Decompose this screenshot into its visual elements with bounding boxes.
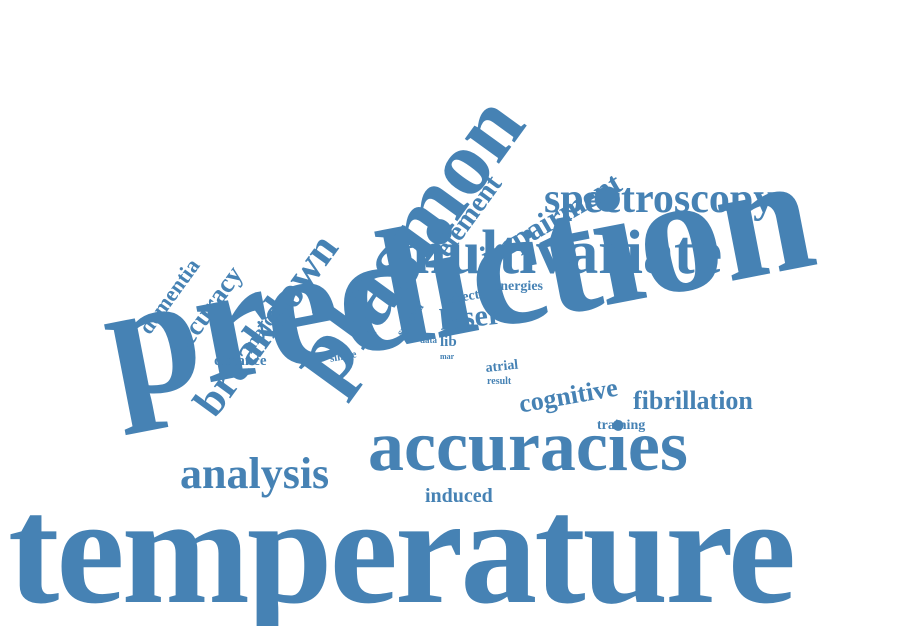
word-temperature: temperature: [8, 466, 796, 626]
word-training: training: [597, 418, 646, 433]
word-energies: energies: [494, 279, 543, 294]
word-atrial: atrial: [484, 357, 519, 376]
word-analysis: analysis: [180, 449, 330, 498]
word-multivariate: multivariate: [395, 219, 723, 287]
word-accuracies: accuracies: [368, 406, 688, 486]
word-mar: mar: [440, 352, 455, 361]
word-result: result: [487, 376, 512, 387]
word-induced: induced: [425, 485, 493, 507]
word-data: data: [420, 335, 438, 345]
word-spectroscopy: spectroscopy: [544, 176, 775, 222]
word-fibrillation: fibrillation: [633, 386, 753, 415]
word-distance: distance: [214, 353, 267, 369]
word-lib: lib: [440, 334, 457, 350]
